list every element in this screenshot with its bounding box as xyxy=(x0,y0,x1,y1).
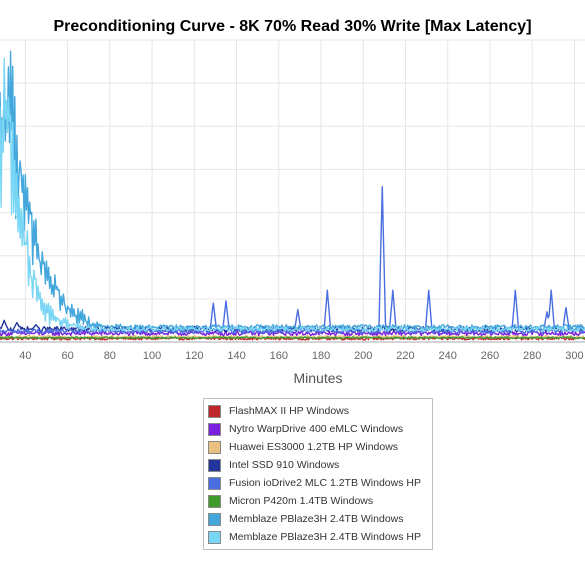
series-line-4 xyxy=(0,185,585,335)
x-tick-label-0: 40 xyxy=(19,350,31,362)
x-tick-label-7: 180 xyxy=(312,350,330,362)
x-tick-label-2: 80 xyxy=(104,350,116,362)
x-axis-label: Minutes xyxy=(293,370,342,386)
legend-swatch-2 xyxy=(208,440,221,454)
legend-label-4: Fusion ioDrive2 MLC 1.2TB Windows HP xyxy=(229,477,421,489)
grid-lines xyxy=(0,39,585,342)
legend-label-6: Memblaze PBlaze3H 2.4TB Windows xyxy=(229,513,404,525)
series-line-7 xyxy=(0,58,585,332)
x-tick-label-5: 140 xyxy=(227,350,245,362)
legend-swatch-0 xyxy=(208,404,221,418)
chart-title: Preconditioning Curve - 8K 70% Read 30% … xyxy=(53,18,532,35)
x-tick-label-4: 120 xyxy=(185,350,203,362)
legend-item-3[interactable]: Intel SSD 910 Windows xyxy=(204,456,432,474)
legend-label-0: FlashMAX II HP Windows xyxy=(229,405,350,417)
legend-item-0[interactable]: FlashMAX II HP Windows xyxy=(204,402,432,420)
series-line-3 xyxy=(0,319,585,333)
legend-label-2: Huawei ES3000 1.2TB HP Windows xyxy=(229,441,399,453)
x-tick-label-13: 300 xyxy=(565,350,583,362)
series-line-5 xyxy=(0,336,585,340)
legend-item-5[interactable]: Micron P420m 1.4TB Windows xyxy=(204,492,432,510)
legend: FlashMAX II HP Windows Nytro WarpDrive 40… xyxy=(203,398,433,550)
legend-label-5: Micron P420m 1.4TB Windows xyxy=(229,495,374,507)
series-lines xyxy=(0,50,585,341)
x-tick-label-1: 60 xyxy=(61,350,73,362)
chart-plot: 40 60 80 100 120 140 160 180 200 220 240 260 280 300 … xyxy=(0,39,585,386)
series-line-6 xyxy=(0,50,585,330)
legend-item-4[interactable]: Fusion ioDrive2 MLC 1.2TB Windows HP xyxy=(204,474,432,492)
legend-label-7: Memblaze PBlaze3H 2.4TB Windows HP xyxy=(229,531,421,543)
legend-item-2[interactable]: Huawei ES3000 1.2TB HP Windows xyxy=(204,438,432,456)
legend-swatch-6 xyxy=(208,512,221,526)
legend-swatch-1 xyxy=(208,422,221,436)
legend-label-3: Intel SSD 910 Windows xyxy=(229,459,340,471)
x-tick-label-6: 160 xyxy=(270,350,288,362)
legend-swatch-7 xyxy=(208,530,221,544)
x-tick-label-9: 220 xyxy=(396,350,414,362)
x-tick-labels: 40 60 80 100 120 140 160 180 200 220 240 260 280 300 xyxy=(19,350,583,362)
x-tick-label-3: 100 xyxy=(143,350,161,362)
legend-item-1[interactable]: Nytro WarpDrive 400 eMLC Windows xyxy=(204,420,432,438)
legend-swatch-3 xyxy=(208,458,221,472)
legend-item-7[interactable]: Memblaze PBlaze3H 2.4TB Windows HP xyxy=(204,528,432,546)
x-tick-label-8: 200 xyxy=(354,350,372,362)
x-tick-label-10: 240 xyxy=(439,350,457,362)
x-tick-label-12: 280 xyxy=(523,350,541,362)
legend-swatch-4 xyxy=(208,476,221,490)
legend-swatch-5 xyxy=(208,494,221,508)
legend-label-1: Nytro WarpDrive 400 eMLC Windows xyxy=(229,423,404,435)
x-tick-label-11: 260 xyxy=(481,350,499,362)
legend-item-6[interactable]: Memblaze PBlaze3H 2.4TB Windows xyxy=(204,510,432,528)
